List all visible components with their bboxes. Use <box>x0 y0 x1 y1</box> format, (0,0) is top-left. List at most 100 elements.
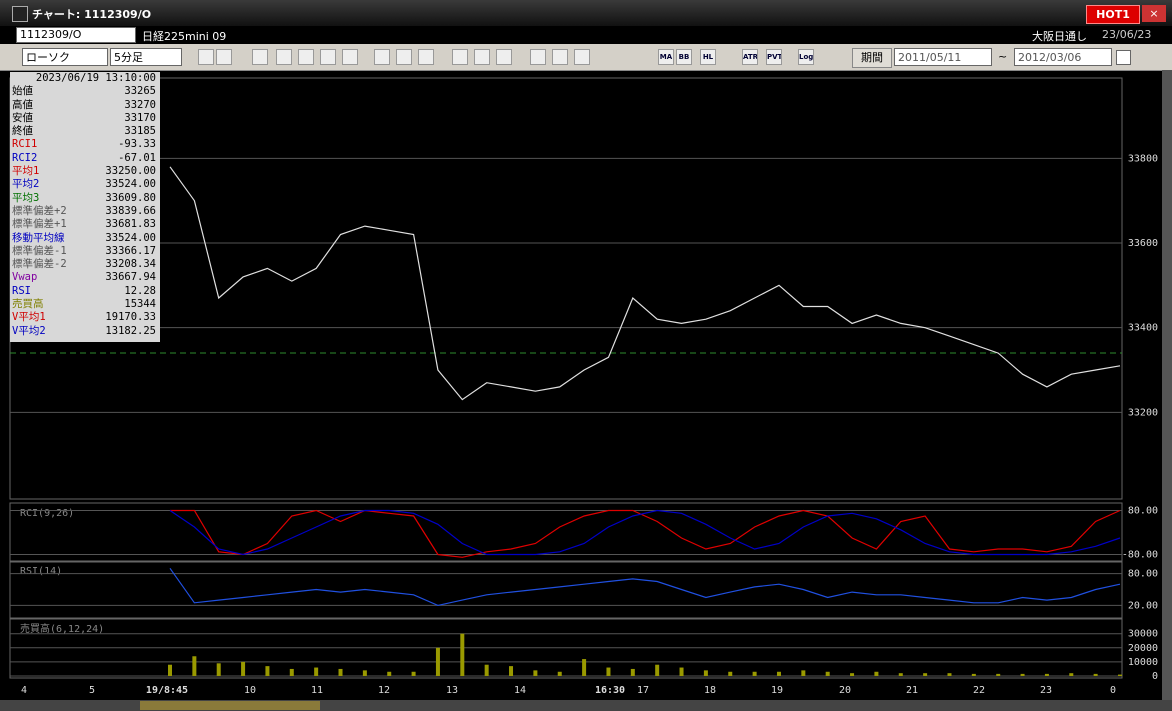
info-label: 平均3 <box>12 191 40 204</box>
info-value: 12.28 <box>124 284 156 297</box>
x-tick-label: 5 <box>89 685 95 696</box>
info-label: 売買高 <box>12 298 44 311</box>
scroll-thumb[interactable] <box>140 701 320 710</box>
panel-title: RSI(14) <box>20 566 62 577</box>
tool-icon[interactable] <box>552 49 568 65</box>
x-tick-label: 18 <box>704 685 716 696</box>
volume-bar <box>557 671 562 676</box>
volume-bar <box>435 647 440 676</box>
volume-bar <box>996 673 1001 676</box>
y-tick-label: 33200 <box>1128 407 1158 418</box>
tool-icon[interactable] <box>342 49 358 65</box>
volume-bar <box>460 633 465 676</box>
info-label: 平均1 <box>12 165 40 178</box>
x-tick-label: 21 <box>906 685 918 696</box>
tool-icon[interactable] <box>320 49 336 65</box>
info-row: 移動平均線 33524.00 <box>10 232 160 245</box>
tool-icon[interactable] <box>496 49 512 65</box>
tool-icon[interactable] <box>252 49 268 65</box>
header-bar: 1112309/O 日経225mini 09 大阪日通し 23/06/23 <box>0 26 1172 44</box>
y-tick-label: 33800 <box>1128 153 1158 164</box>
chart-type: ローソク <box>26 51 70 64</box>
info-value: 33667.94 <box>105 271 156 284</box>
tool-icon[interactable]: BB <box>676 49 692 65</box>
info-label: 標準偏差-1 <box>12 244 67 257</box>
tool-icon[interactable] <box>418 49 434 65</box>
info-row: 平均1 33250.00 <box>10 165 160 178</box>
info-row: 売買高 15344 <box>10 298 160 311</box>
info-row: 安値 33170 <box>10 112 160 125</box>
info-row: RCI2 -67.01 <box>10 152 160 165</box>
panel-frame <box>9 560 1123 619</box>
info-row: Vwap 33667.94 <box>10 271 160 284</box>
info-value: 33681.83 <box>105 218 156 231</box>
info-row: 標準偏差-1 33366.17 <box>10 245 160 258</box>
tool-icon[interactable] <box>530 49 546 65</box>
to-date[interactable]: 2012/03/06 <box>1014 48 1112 66</box>
x-tick-label: 14 <box>514 685 526 696</box>
tool-icon[interactable] <box>396 49 412 65</box>
interval-select[interactable]: 5分足 <box>110 48 182 66</box>
info-value: 33366.17 <box>105 244 156 257</box>
panel-frame <box>9 618 1123 679</box>
tool-icon[interactable]: MA <box>658 49 674 65</box>
panel-title: RCI(9,26) <box>20 508 74 519</box>
volume-bar <box>728 671 733 676</box>
volume-bar <box>362 670 367 676</box>
volume-bar <box>484 664 489 676</box>
tool-icon[interactable] <box>374 49 390 65</box>
scrollbar <box>1162 70 1172 700</box>
tool-icon[interactable] <box>298 49 314 65</box>
hot-button[interactable]: HOT1 <box>1086 5 1140 24</box>
tool-icon[interactable]: ATR <box>742 49 758 65</box>
tool-icon[interactable] <box>452 49 468 65</box>
interval: 5分足 <box>114 51 143 64</box>
volume-bar <box>825 671 830 676</box>
volume-bar <box>703 670 708 676</box>
tool-icon[interactable] <box>216 49 232 65</box>
app-icon <box>12 6 28 22</box>
info-label: RSI <box>12 284 31 297</box>
symbol-select[interactable]: 1112309/O <box>16 27 136 43</box>
x-tick-label: 12 <box>378 685 390 696</box>
tool-icon[interactable] <box>198 49 214 65</box>
x-tick-label: 4 <box>21 685 27 696</box>
chart-type-select[interactable]: ローソク <box>22 48 108 66</box>
info-row: 終値 33185 <box>10 125 160 138</box>
close-button[interactable]: × <box>1142 5 1166 22</box>
checkbox[interactable] <box>1116 50 1131 65</box>
tool-icon[interactable]: Log <box>798 49 814 65</box>
tool-icon[interactable]: HL <box>700 49 716 65</box>
volume-bar <box>679 667 684 676</box>
info-label: RCI2 <box>12 151 38 164</box>
volume-bar <box>655 664 660 676</box>
volume-bar <box>898 673 903 676</box>
info-label: 標準偏差+2 <box>12 204 67 217</box>
info-panel: 2023/06/19 13:10:00 始値 33265 高値 33270 安値 3317… <box>10 72 160 342</box>
volume-bar <box>289 668 294 676</box>
tool-icon[interactable]: PVT <box>766 49 782 65</box>
volume-bar <box>850 673 855 676</box>
tool-icon[interactable] <box>276 49 292 65</box>
x-tick-label: 23 <box>1040 685 1052 696</box>
tool-icon[interactable] <box>474 49 490 65</box>
series-line <box>169 166 1121 401</box>
from-date[interactable]: 2011/05/11 <box>894 48 992 66</box>
y-tick-label: 20.00 <box>1128 600 1158 611</box>
info-row: 標準偏差+2 33839.66 <box>10 205 160 218</box>
panel-frame <box>9 502 1123 563</box>
symbol: 1112309/O <box>20 28 82 41</box>
instrument-name: 日経225mini 09 <box>142 30 227 43</box>
volume-bar <box>971 673 976 676</box>
volume-bar <box>874 671 879 676</box>
period-button[interactable]: 期間 <box>852 48 892 68</box>
volume-bar <box>168 664 172 676</box>
volume-bar <box>630 668 635 676</box>
info-value: 33524.00 <box>105 231 156 244</box>
x-tick-label: 10 <box>244 685 256 696</box>
info-label: 標準偏差+1 <box>12 218 67 231</box>
volume-bar <box>776 671 781 676</box>
tool-icon[interactable] <box>574 49 590 65</box>
info-row: V平均1 19170.33 <box>10 311 160 324</box>
